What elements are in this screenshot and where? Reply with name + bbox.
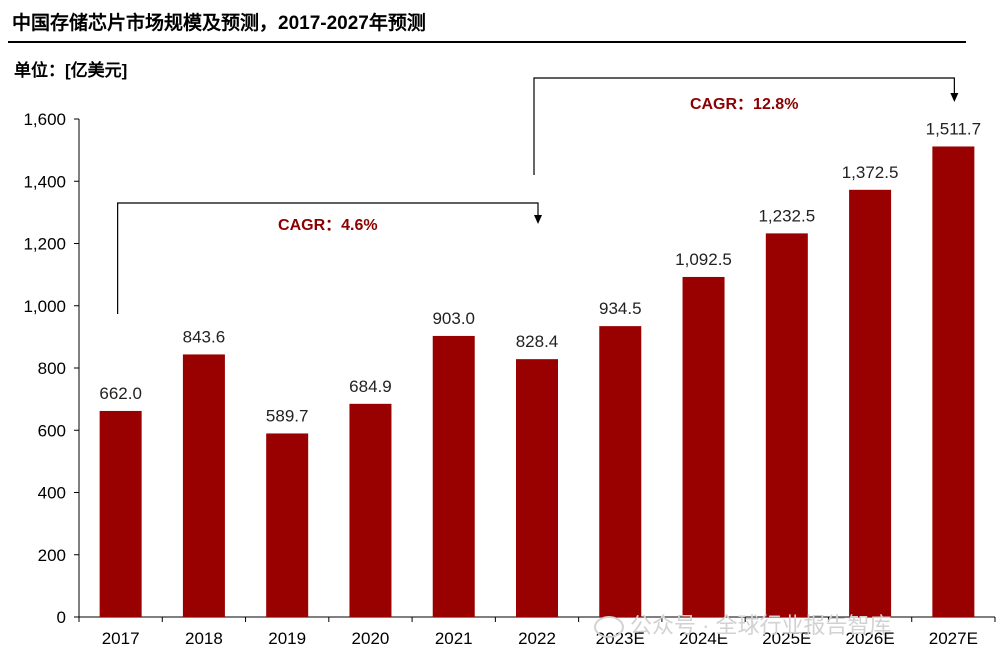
bar bbox=[599, 326, 642, 617]
bar bbox=[932, 146, 975, 617]
x-tick-label: 2025E bbox=[762, 629, 811, 648]
x-tick-label: 2018 bbox=[185, 629, 223, 648]
y-tick-label: 800 bbox=[38, 359, 66, 378]
bar-value-label: 1,092.5 bbox=[675, 250, 732, 269]
y-tick-label: 0 bbox=[57, 608, 66, 627]
arrow-head-icon bbox=[534, 215, 542, 224]
watermark-text: 公众号 · 全球行业报告智库 bbox=[630, 613, 892, 638]
bar-value-label: 903.0 bbox=[432, 309, 475, 328]
cagr-bracket bbox=[117, 202, 539, 314]
bar-value-label: 589.7 bbox=[266, 406, 309, 425]
y-tick-label: 1,600 bbox=[23, 110, 66, 129]
x-tick-label: 2019 bbox=[268, 629, 306, 648]
bar-value-label: 662.0 bbox=[99, 384, 142, 403]
y-tick-label: 1,200 bbox=[23, 235, 66, 254]
unit-label: 单位：[亿美元] bbox=[14, 61, 128, 80]
x-tick-label: 2026E bbox=[846, 629, 895, 648]
y-tick-label: 600 bbox=[38, 421, 66, 440]
bar bbox=[765, 233, 808, 617]
bar-value-label: 828.4 bbox=[516, 332, 559, 351]
bar bbox=[682, 276, 725, 617]
bar bbox=[349, 403, 392, 617]
bar bbox=[432, 335, 475, 617]
bar bbox=[99, 410, 142, 617]
cagr-label: CAGR：12.8% bbox=[690, 96, 798, 113]
y-tick-label: 400 bbox=[38, 484, 66, 503]
title-rule bbox=[8, 41, 966, 43]
x-tick-label: 2021 bbox=[435, 629, 473, 648]
bar-value-label: 1,372.5 bbox=[842, 163, 899, 182]
cagr-bracket bbox=[533, 77, 955, 175]
y-tick-label: 1,400 bbox=[23, 172, 66, 191]
bar bbox=[182, 354, 225, 617]
bar bbox=[849, 189, 892, 617]
x-tick-label: 2024E bbox=[679, 629, 728, 648]
bar-value-label: 843.6 bbox=[183, 327, 226, 346]
x-tick-label: 2022 bbox=[518, 629, 556, 648]
x-tick-label: 2027E bbox=[929, 629, 978, 648]
bar bbox=[516, 359, 558, 617]
bar-value-label: 934.5 bbox=[599, 299, 642, 318]
bar-value-label: 684.9 bbox=[349, 377, 392, 396]
cagr-label: CAGR：4.6% bbox=[278, 217, 378, 234]
bar bbox=[266, 433, 309, 617]
y-tick-label: 200 bbox=[38, 546, 66, 565]
bar-value-label: 1,232.5 bbox=[758, 206, 815, 225]
chart-title: 中国存储芯片市场规模及预测，2017-2027年预测 bbox=[12, 13, 426, 34]
y-tick-label: 1,000 bbox=[23, 297, 66, 316]
wechat-icon bbox=[594, 616, 624, 639]
watermark: 公众号 · 全球行业报告智库 bbox=[594, 608, 892, 640]
arrow-head-icon bbox=[950, 93, 959, 102]
x-tick-label: 2017 bbox=[102, 629, 140, 648]
bar-value-label: 1,511.7 bbox=[926, 119, 981, 138]
x-tick-label: 2020 bbox=[352, 629, 390, 648]
